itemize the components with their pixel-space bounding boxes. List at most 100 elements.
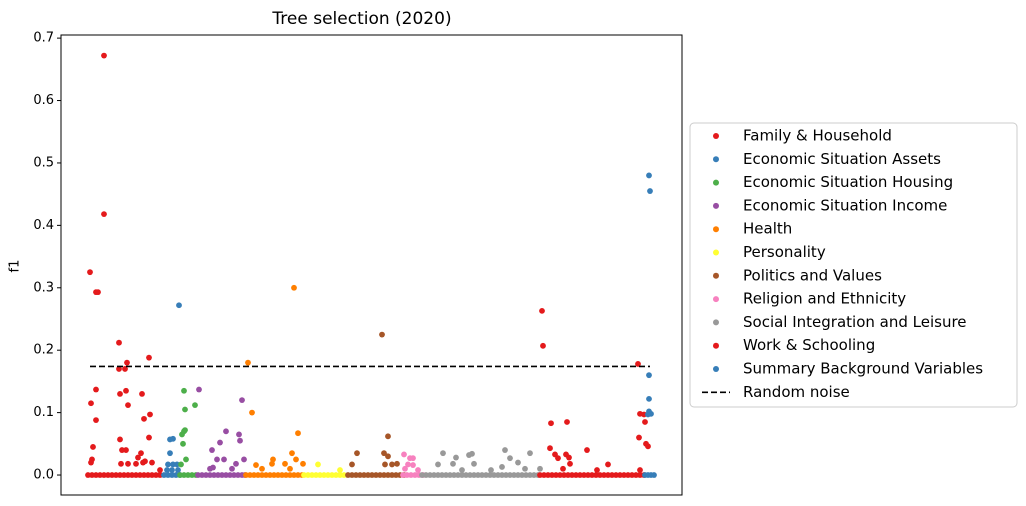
point [293, 456, 299, 463]
point [400, 472, 406, 478]
chart-title: Tree selection (2020) [271, 9, 451, 29]
point [353, 472, 359, 478]
point [585, 472, 591, 478]
point [527, 450, 533, 457]
point [337, 472, 343, 478]
point [642, 419, 648, 425]
point [141, 472, 147, 478]
point [157, 467, 163, 473]
legend-label: Social Integration and Leisure [743, 313, 967, 331]
point [93, 472, 99, 478]
point [439, 472, 445, 478]
point [408, 472, 414, 478]
point [349, 461, 355, 468]
point [289, 450, 295, 457]
point [315, 461, 321, 468]
point [463, 472, 469, 478]
point [117, 472, 123, 478]
point [125, 472, 131, 478]
point [545, 472, 551, 478]
point [271, 472, 277, 478]
point [515, 459, 521, 466]
point [405, 461, 411, 468]
legend-label: Work & Schooling [743, 336, 875, 354]
point [645, 443, 651, 450]
point [499, 472, 505, 478]
point [410, 455, 416, 462]
point [435, 461, 441, 468]
point [119, 447, 125, 453]
point [382, 461, 388, 468]
point [573, 472, 579, 478]
point [177, 472, 183, 478]
point [475, 472, 481, 478]
point [601, 472, 607, 478]
point [123, 387, 129, 394]
point [241, 456, 247, 463]
point [145, 472, 151, 478]
point [515, 472, 521, 478]
point [129, 472, 135, 478]
point [89, 472, 95, 478]
point [487, 472, 493, 478]
point [169, 472, 175, 478]
point [499, 464, 505, 470]
y-tick-label: 0.3 [33, 280, 54, 295]
point [402, 465, 408, 472]
point [415, 467, 421, 473]
point [182, 427, 188, 433]
legend-label: Personality [743, 243, 826, 261]
point [113, 472, 119, 478]
point [95, 289, 101, 296]
point [540, 342, 546, 349]
point [146, 354, 152, 361]
legend: Family & Household Economic Situation Ass… [689, 122, 1018, 408]
point [621, 472, 627, 478]
point [539, 307, 545, 314]
point [183, 456, 189, 463]
point [207, 472, 213, 478]
point [577, 472, 583, 478]
point [503, 472, 509, 478]
point [357, 472, 363, 478]
plot-area [85, 52, 657, 478]
point [511, 472, 517, 478]
legend-label: Religion and Ethnicity [743, 290, 906, 308]
point [121, 472, 127, 478]
point [325, 472, 331, 478]
point [117, 436, 123, 443]
point [153, 472, 159, 478]
point [269, 460, 275, 467]
point [609, 472, 615, 478]
legend-marker [713, 342, 719, 349]
point [581, 472, 587, 478]
legend-label: Economic Situation Assets [743, 150, 941, 168]
legend-label: Economic Situation Housing [743, 173, 953, 191]
point [337, 467, 343, 473]
point [305, 472, 311, 478]
point [584, 447, 590, 453]
point [569, 472, 575, 478]
point [236, 431, 242, 438]
point [633, 472, 639, 478]
point [93, 386, 99, 393]
legend-label: Random noise [743, 383, 850, 401]
point [605, 472, 611, 478]
point [613, 472, 619, 478]
point [561, 472, 567, 478]
point [547, 445, 553, 452]
point [161, 472, 167, 478]
point [291, 472, 297, 478]
point [182, 406, 188, 413]
point [237, 437, 243, 444]
point [313, 472, 319, 478]
point [379, 331, 385, 338]
point [123, 447, 129, 453]
point [548, 420, 554, 427]
legend-marker [713, 156, 719, 163]
legend-marker [713, 249, 719, 256]
legend-label: Summary Background Variables [743, 360, 983, 378]
point [549, 472, 555, 478]
point [223, 428, 229, 435]
legend-label: Politics and Values [743, 266, 882, 284]
